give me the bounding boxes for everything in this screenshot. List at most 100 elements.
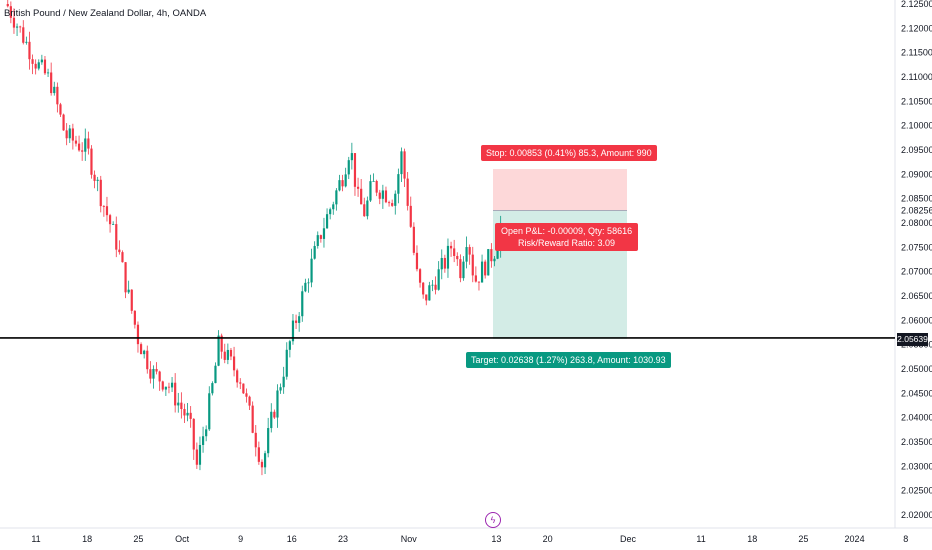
candle-body [139,344,143,355]
candle-body [155,368,158,372]
candle-body [431,284,434,286]
price-tick-label: 2.10500 [901,96,932,106]
candle-body [462,261,465,279]
candle-body [34,63,37,69]
candle-body [71,128,74,141]
price-tick-label: 2.12000 [901,23,932,33]
candle-body [115,224,118,250]
candle-body [183,409,186,416]
candle-body [487,249,490,276]
candle-body [276,390,279,418]
candle-body [350,153,353,161]
candle-body [143,350,146,355]
candle-body [409,205,412,227]
candle-body [394,193,397,206]
candle-body [74,140,78,144]
candle-body [198,444,202,465]
time-tick-label: 25 [133,534,143,544]
candle-body [245,393,248,397]
candle-body [40,59,43,63]
target-label: Target: 0.02638 (1.27%) 263.8, Amount: 1… [466,352,671,368]
candle-body [28,41,31,60]
candle-body [298,316,301,323]
candle-body [130,289,133,311]
candle-body [294,320,298,323]
candle-body [360,188,363,205]
pl-label: Open P&L: -0.00009, Qty: 58616 Risk/Rewa… [495,223,639,251]
candle-body [102,206,105,207]
candle-body [428,285,431,301]
lightning-icon[interactable]: ϟ [485,512,501,528]
candle-body [329,209,332,215]
price-tick-label: 2.09500 [901,145,932,155]
price-tick-label: 2.09000 [901,169,932,179]
candle-body [65,130,68,139]
candle-body [81,150,84,152]
candle-body [223,351,226,360]
candle-body [381,190,384,199]
candle-body [90,148,93,175]
candle-body [279,387,282,391]
candle-body [177,402,180,406]
candle-body [174,382,177,406]
stop-zone [493,169,627,211]
candle-body [397,174,400,194]
candle-body [217,335,220,366]
price-tick-label: 2.11500 [901,48,932,58]
time-tick-label: Dec [620,534,637,544]
candle-body [335,190,338,205]
candle-body [189,412,192,419]
candle-body [192,418,195,450]
candle-body [180,402,183,410]
candle-body [229,349,233,357]
candle-body [19,26,22,28]
candle-body [93,174,96,181]
price-tick-label: 2.07500 [901,242,932,252]
candle-body [164,386,167,390]
price-tick-label: 2.03500 [901,437,932,447]
time-tick-label: 11 [31,534,40,544]
time-tick-label: 18 [747,534,757,544]
candle-body [22,27,25,43]
candle-body [251,405,254,433]
time-tick-label: 20 [543,534,553,544]
time-tick-label: 8 [903,534,908,544]
price-tick-label: 2.06000 [901,315,932,325]
candle-body [220,335,223,352]
time-tick-label: 13 [491,534,501,544]
candle-body [332,204,335,210]
candle-body [477,281,481,283]
chart-title: British Pound / New Zealand Dollar, 4h, … [4,8,207,19]
price-tick-label: 2.04500 [901,388,932,398]
candle-body [384,190,388,203]
time-tick-label: 18 [82,534,92,544]
candle-body [344,174,347,187]
level-price-badge: 2.05639 [897,333,928,346]
candle-body [400,151,403,175]
time-tick-label: Nov [401,534,418,544]
candle-body [170,382,174,388]
time-tick-label: Oct [175,534,190,544]
price-tick-label: 2.08256 [901,206,932,216]
candle-body [316,235,319,246]
candle-body [493,258,496,262]
candle-body [369,181,372,201]
candle-body [422,282,425,295]
candle-body [434,284,437,290]
price-tick-label: 2.02500 [901,486,932,496]
candle-body [12,17,16,28]
candle-body [418,269,422,283]
candle-body [263,453,267,468]
candle-body [121,252,124,263]
candle-body [425,294,428,301]
candle-body [403,151,406,179]
candle-body [260,461,264,468]
candle-body [375,181,378,193]
candle-body [87,138,90,149]
candle-body [304,282,307,292]
candle-body [15,26,19,28]
candle-body [118,249,121,253]
candle-body [484,261,487,276]
